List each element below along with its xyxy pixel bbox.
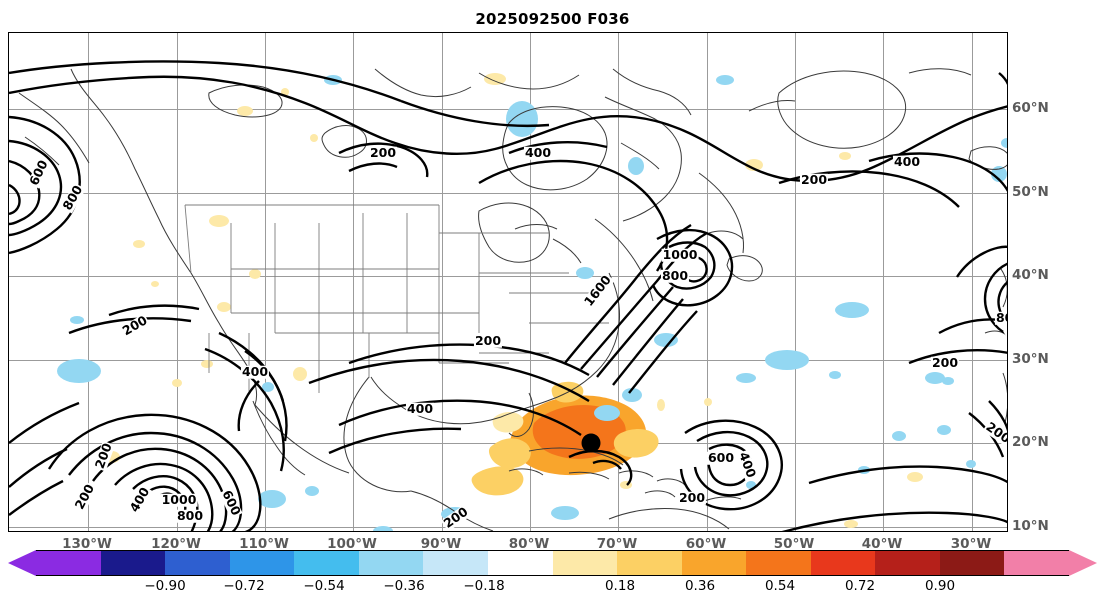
coastline-layer — [18, 68, 1007, 531]
gridline-lat-60 — [9, 109, 1007, 110]
gridline-lon-30 — [972, 33, 973, 531]
colorbar-extend-right — [1069, 550, 1097, 576]
contour-label: 800 — [175, 507, 205, 523]
colorbar-tick: 0.90 — [924, 578, 956, 594]
gridline-lon-70 — [618, 33, 619, 531]
colorbar-tick: −0.54 — [303, 578, 345, 594]
gridline-lon-50 — [795, 33, 796, 531]
axis-label-lon-90: 90°W — [420, 536, 462, 552]
colorbar-cell-6 — [423, 551, 488, 575]
gridline-lon-130 — [88, 33, 89, 531]
colorbar-tick: −0.18 — [463, 578, 505, 594]
map-field-layer — [9, 60, 1007, 531]
colorbar-cell-2 — [165, 551, 230, 575]
colorbar-cell-10 — [681, 551, 747, 575]
axis-label-lon-80: 80°W — [508, 536, 550, 552]
colorbar-tick: 0.54 — [764, 578, 796, 594]
contour-label: 200 — [930, 354, 960, 370]
gridline-lat-40 — [9, 276, 1007, 277]
gridline-lat-30 — [9, 360, 1007, 361]
axis-label-lat-60: 60°N — [1012, 100, 1049, 116]
map-panel: 200 400 200 400 400 600 800 1000 800 160… — [8, 32, 1008, 532]
colorbar-cell-13 — [875, 551, 940, 575]
gridline-lon-120 — [177, 33, 178, 531]
colorbar-cell-15 — [1004, 551, 1069, 575]
axis-label-lon-110: 110°W — [239, 536, 289, 552]
axis-label-lon-50: 50°W — [773, 536, 815, 552]
contour-label: 400 — [523, 144, 553, 160]
gridline-lon-110 — [265, 33, 266, 531]
axis-label-lon-130: 130°W — [62, 536, 112, 552]
axis-label-lat-50: 50°N — [1012, 184, 1049, 200]
colorbar — [8, 550, 1097, 576]
contour-label: 400 — [405, 400, 435, 416]
colorbar-extend-left — [8, 550, 36, 576]
colorbar-cell-5 — [358, 551, 424, 575]
axis-label-lat-40: 40°N — [1012, 267, 1049, 283]
colorbar-tick: −0.72 — [223, 578, 265, 594]
gridline-lon-90 — [442, 33, 443, 531]
colorbar-cell-0 — [36, 551, 101, 575]
map-canvas: 200 400 200 400 400 600 800 1000 800 160… — [9, 33, 1007, 531]
colorbar-tick: −0.36 — [383, 578, 425, 594]
storm-center-marker — [581, 433, 601, 453]
axis-label-lon-60: 60°W — [685, 536, 727, 552]
contour-label: 800 — [660, 267, 690, 283]
contour-label: 800 — [994, 311, 1007, 325]
colorbar-tick: 0.72 — [844, 578, 876, 594]
colorbar-cell-7 — [487, 551, 553, 575]
contour-label: 400 — [240, 363, 270, 379]
colorbar-cell-11 — [746, 551, 811, 575]
colorbar-cell-14 — [939, 551, 1005, 575]
contour-label: 200 — [368, 144, 398, 160]
colorbar-body — [36, 550, 1069, 576]
colorbar-cell-1 — [100, 551, 166, 575]
axis-label-lon-120: 120°W — [151, 536, 201, 552]
colorbar-cell-9 — [617, 551, 682, 575]
axis-label-lon-40: 40°W — [861, 536, 903, 552]
colorbar-tick: 0.18 — [604, 578, 636, 594]
axis-label-lon-70: 70°W — [596, 536, 638, 552]
gridline-lon-100 — [353, 33, 354, 531]
axis-label-lat-30: 30°N — [1012, 351, 1049, 367]
axis-label-lon-30: 30°W — [950, 536, 992, 552]
axis-label-lat-20: 20°N — [1012, 434, 1049, 450]
state-borders-layer — [184, 204, 609, 393]
gridline-lon-80 — [530, 33, 531, 531]
gridline-lat-50 — [9, 193, 1007, 194]
colorbar-tick: 0.36 — [684, 578, 716, 594]
colorbar-cell-3 — [229, 551, 295, 575]
gridline-lon-40 — [883, 33, 884, 531]
contour-label: 600 — [706, 449, 736, 465]
contour-label: 400 — [892, 153, 922, 169]
colorbar-tick: −0.90 — [144, 578, 186, 594]
page-title: 2025092500 F036 — [475, 10, 630, 28]
shaded-positive-small-patches — [104, 73, 923, 528]
colorbar-cell-12 — [810, 551, 876, 575]
colorbar-cell-8 — [552, 551, 618, 575]
contour-label: 1000 — [661, 246, 699, 262]
contour-label: 200 — [473, 332, 503, 348]
colorbar-cell-4 — [294, 551, 359, 575]
contour-label: 200 — [677, 489, 707, 505]
colorbar-ticks: −0.90 −0.72 −0.54 −0.36 −0.18 0.18 0.36 … — [8, 578, 1097, 600]
axis-label-lon-100: 100°W — [327, 536, 377, 552]
axis-label-lat-10: 10°N — [1012, 518, 1049, 534]
contour-label: 200 — [799, 171, 829, 187]
contour-label: 1000 — [160, 491, 198, 507]
gridline-lat-10 — [9, 527, 1007, 528]
